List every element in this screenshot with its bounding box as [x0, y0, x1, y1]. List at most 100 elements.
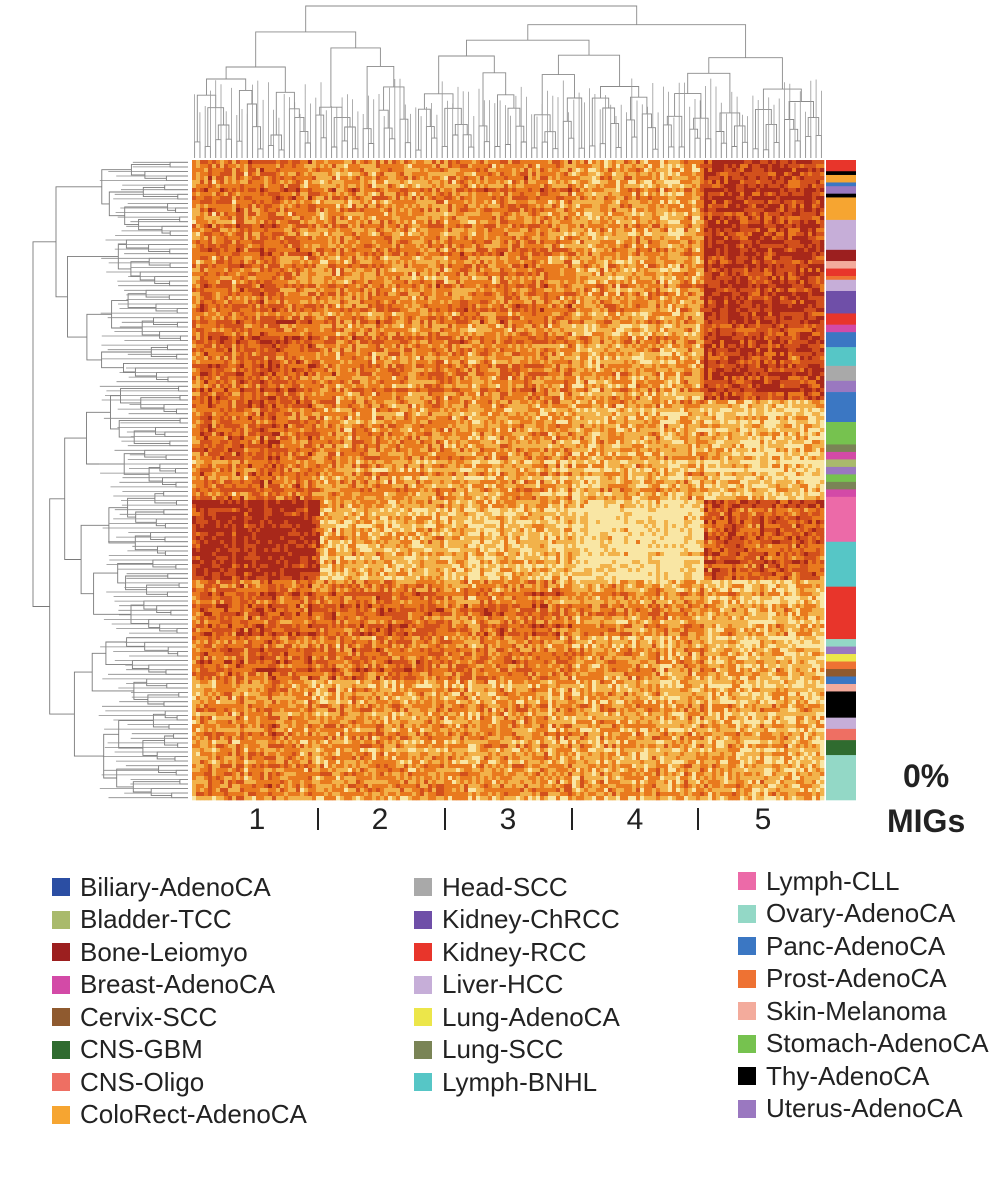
- heatmap-cell: [724, 280, 728, 284]
- heatmap-cell: [564, 220, 568, 224]
- heatmap-cell: [516, 196, 520, 200]
- heatmap-cell: [372, 260, 376, 264]
- heatmap-cell: [268, 196, 272, 200]
- heatmap-cell: [308, 160, 312, 164]
- heatmap-cell: [456, 244, 460, 248]
- heatmap-cell: [292, 252, 296, 256]
- heatmap-cell: [556, 196, 560, 200]
- heatmap-cell: [632, 212, 636, 216]
- heatmap-cell: [544, 224, 548, 228]
- heatmap-cell: [660, 172, 664, 176]
- heatmap-cell: [512, 192, 516, 196]
- heatmap-cell: [728, 212, 732, 216]
- heatmap-cell: [748, 184, 752, 188]
- heatmap-cell: [260, 184, 264, 188]
- heatmap-cell: [452, 184, 456, 188]
- heatmap-cell: [228, 260, 232, 264]
- heatmap-cell: [284, 252, 288, 256]
- heatmap-cell: [640, 276, 644, 280]
- heatmap-cell: [220, 276, 224, 280]
- heatmap-cell: [684, 212, 688, 216]
- heatmap-cell: [388, 280, 392, 284]
- heatmap-cell: [552, 192, 556, 196]
- heatmap-cell: [648, 212, 652, 216]
- heatmap-cell: [192, 248, 196, 252]
- heatmap-cell: [428, 248, 432, 252]
- heatmap-cell: [500, 204, 504, 208]
- heatmap-cell: [200, 184, 204, 188]
- heatmap-cell: [196, 160, 200, 164]
- heatmap-cell: [624, 180, 628, 184]
- heatmap-cell: [196, 276, 200, 280]
- heatmap-cell: [588, 244, 592, 248]
- heatmap-cell: [696, 208, 700, 212]
- heatmap-cell: [512, 232, 516, 236]
- heatmap-cell: [356, 280, 360, 284]
- heatmap-cell: [796, 180, 800, 184]
- heatmap-cell: [212, 208, 216, 212]
- heatmap-cell: [804, 216, 808, 220]
- heatmap-cell: [196, 212, 200, 216]
- heatmap-cell: [436, 236, 440, 240]
- heatmap-cell: [584, 256, 588, 260]
- heatmap-cell: [556, 256, 560, 260]
- heatmap-cell: [404, 284, 408, 288]
- heatmap-cell: [540, 268, 544, 272]
- heatmap-cell: [788, 168, 792, 172]
- heatmap-cell: [620, 188, 624, 192]
- heatmap-cell: [584, 232, 588, 236]
- heatmap-cell: [672, 160, 676, 164]
- heatmap-cell: [220, 192, 224, 196]
- heatmap-cell: [816, 160, 820, 164]
- heatmap-cell: [364, 272, 368, 276]
- heatmap-cell: [764, 204, 768, 208]
- heatmap-cell: [600, 264, 604, 268]
- heatmap-cell: [572, 204, 576, 208]
- heatmap-cell: [652, 252, 656, 256]
- heatmap-cell: [380, 236, 384, 240]
- heatmap-cell: [760, 244, 764, 248]
- heatmap-cell: [736, 264, 740, 268]
- heatmap-cell: [212, 276, 216, 280]
- heatmap-cell: [588, 196, 592, 200]
- heatmap-cell: [816, 280, 820, 284]
- heatmap-cell: [420, 272, 424, 276]
- heatmap-cell: [632, 276, 636, 280]
- heatmap-cell: [396, 184, 400, 188]
- heatmap-cell: [560, 204, 564, 208]
- heatmap-cell: [632, 248, 636, 252]
- heatmap-cell: [636, 208, 640, 212]
- heatmap-cell: [628, 208, 632, 212]
- heatmap-cell: [636, 264, 640, 268]
- heatmap-cell: [420, 180, 424, 184]
- heatmap-cell: [740, 192, 744, 196]
- heatmap-cell: [740, 168, 744, 172]
- heatmap-cell: [812, 212, 816, 216]
- heatmap-cell: [492, 244, 496, 248]
- heatmap-cell: [596, 220, 600, 224]
- heatmap-cell: [772, 244, 776, 248]
- heatmap-cell: [356, 184, 360, 188]
- heatmap-cell: [312, 252, 316, 256]
- heatmap-cell: [528, 208, 532, 212]
- heatmap-cell: [568, 248, 572, 252]
- heatmap-cell: [544, 164, 548, 168]
- heatmap-cell: [504, 280, 508, 284]
- heatmap-cell: [672, 208, 676, 212]
- heatmap-cell: [308, 252, 312, 256]
- heatmap-cell: [744, 176, 748, 180]
- heatmap-cell: [648, 236, 652, 240]
- heatmap-cell: [720, 212, 724, 216]
- heatmap-cell: [500, 220, 504, 224]
- heatmap-cell: [740, 248, 744, 252]
- heatmap-cell: [460, 268, 464, 272]
- heatmap-cell: [492, 180, 496, 184]
- heatmap-cell: [280, 236, 284, 240]
- heatmap-cell: [800, 184, 804, 188]
- heatmap-cell: [400, 220, 404, 224]
- heatmap-cell: [544, 208, 548, 212]
- heatmap-cell: [372, 168, 376, 172]
- heatmap-cell: [620, 192, 624, 196]
- heatmap-cell: [464, 172, 468, 176]
- heatmap-cell: [444, 232, 448, 236]
